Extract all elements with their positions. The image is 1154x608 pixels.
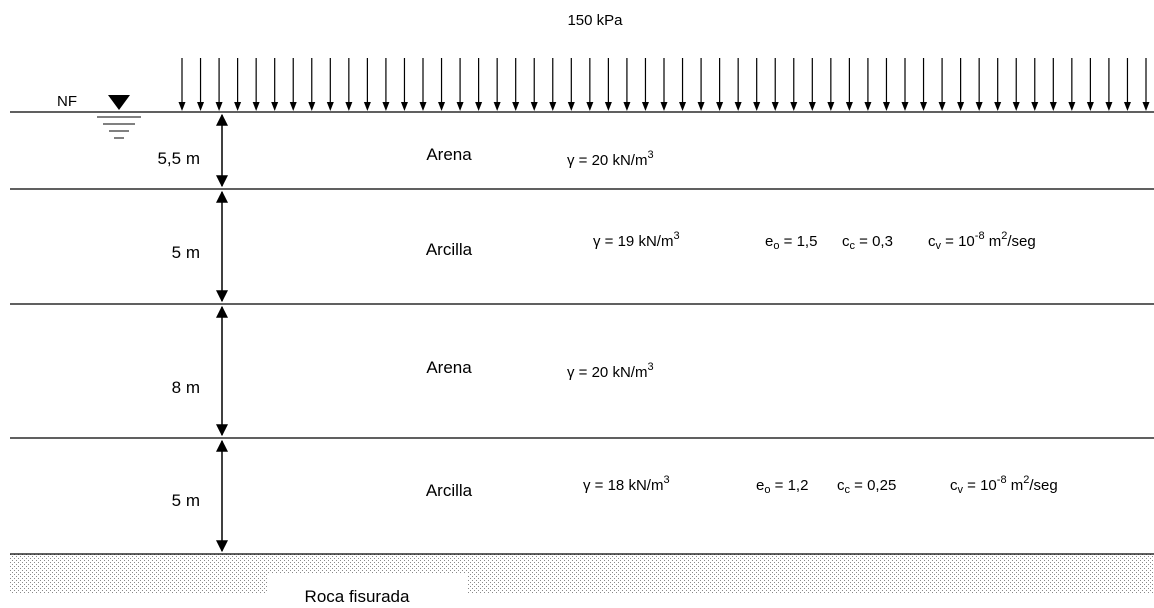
layer-3-thickness: 8 m [172,378,200,397]
load-arrow [271,58,279,111]
load-arrow [882,58,890,111]
bedrock-label: Roca fisurada [305,587,410,606]
layer-1-unit-weight: γ = 20 kN/m3 [567,149,654,169]
load-arrow [1142,58,1150,111]
water-table-icon [97,95,141,139]
load-arrow [456,58,464,111]
load-arrow [790,58,798,111]
load-arrow [382,58,390,111]
layer-3-material: Arena [426,358,472,377]
load-arrow [864,58,872,111]
load-label: 150 kPa [567,12,623,29]
load-arrow [660,58,668,111]
load-arrow [641,58,649,111]
load-arrow [938,58,946,111]
load-arrow [363,58,371,111]
layer-4-material: Arcilla [426,481,473,500]
load-arrow [753,58,761,111]
load-arrow [716,58,724,111]
bedrock-hatch [10,554,1154,594]
layer-4-thickness: 5 m [172,491,200,510]
load-arrow [419,58,427,111]
load-arrow [326,58,334,111]
load-arrow [1086,58,1094,111]
load-arrow [345,58,353,111]
bedrock-label-background [268,574,468,608]
layer-4-consolidation-coefficient: cv = 10-8 m2/seg [950,474,1058,496]
load-arrow [475,58,483,111]
layer-4-compression-index: cc = 0,25 [837,477,896,496]
load-arrow [1105,58,1113,111]
load-arrow [530,58,538,111]
load-arrow [1031,58,1039,111]
load-arrow [697,58,705,111]
load-arrow [567,58,575,111]
layer-4-unit-weight: γ = 18 kN/m3 [583,474,670,494]
load-arrow [178,58,186,111]
layer-2-consolidation-coefficient: cv = 10-8 m2/seg [928,230,1036,252]
load-arrow [975,58,983,111]
load-arrow [215,58,223,111]
load-arrow [845,58,853,111]
load-arrow [901,58,909,111]
layer-1-material: Arena [426,145,472,164]
layer-2-unit-weight: γ = 19 kN/m3 [593,230,680,250]
load-arrow [734,58,742,111]
load-arrow [197,58,205,111]
water-table-label: NF [57,93,77,110]
layer-3-unit-weight: γ = 20 kN/m3 [567,361,654,381]
load-arrow [512,58,520,111]
load-arrow [920,58,928,111]
load-arrow [827,58,835,111]
load-arrow [771,58,779,111]
load-arrow [994,58,1002,111]
layer-2-thickness: 5 m [172,243,200,262]
load-arrow [1123,58,1131,111]
layer-1-thickness: 5,5 m [157,149,200,168]
load-arrow [1012,58,1020,111]
load-arrow [308,58,316,111]
layer-4-void-ratio: eo = 1,2 [756,477,808,496]
layer-2-material: Arcilla [426,240,473,259]
load-arrow [234,58,242,111]
load-arrow [1049,58,1057,111]
layer-2-compression-index: cc = 0,3 [842,233,893,252]
surcharge-load-arrows [178,58,1150,111]
load-arrow [957,58,965,111]
load-arrow [808,58,816,111]
load-arrow [1068,58,1076,111]
load-arrow [679,58,687,111]
load-arrow [549,58,557,111]
load-arrow [586,58,594,111]
load-arrow [493,58,501,111]
load-arrow [438,58,446,111]
load-arrow [604,58,612,111]
load-arrow [623,58,631,111]
load-arrow [400,58,408,111]
layer-2-void-ratio: eo = 1,5 [765,233,817,252]
load-arrow [252,58,260,111]
load-arrow [289,58,297,111]
